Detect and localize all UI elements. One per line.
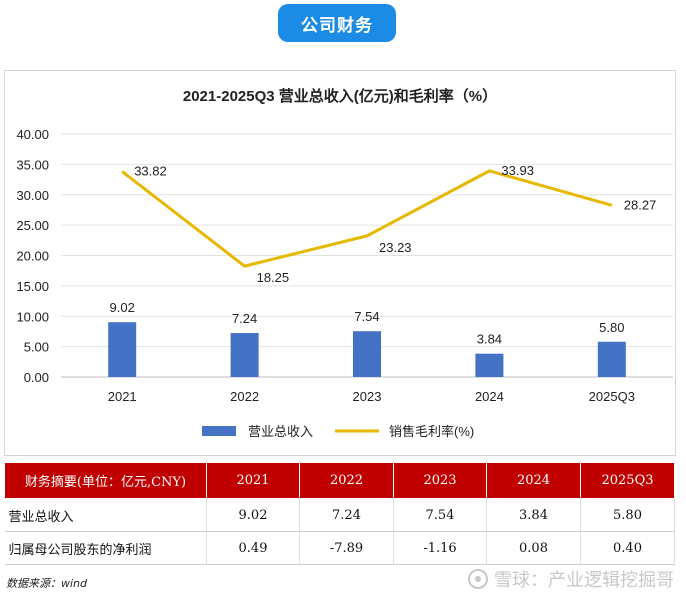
bar-data-label: 9.02 xyxy=(110,300,135,315)
table-header-cell: 2024 xyxy=(486,462,581,499)
x-tick-label: 2024 xyxy=(475,389,504,404)
legend-label: 销售毛利率(%) xyxy=(389,424,474,439)
financial-summary-table: 财务摘要(单位：亿元,CNY) 2021 2022 2023 2024 2025… xyxy=(4,462,675,565)
y-tick-label: 40.00 xyxy=(16,127,49,142)
legend-swatch-bar xyxy=(202,426,236,436)
bar xyxy=(108,322,137,377)
table-header-cell: 2022 xyxy=(299,462,394,499)
line-data-label: 18.25 xyxy=(257,270,290,285)
table-cell: -1.16 xyxy=(393,531,487,565)
bar-data-label: 5.80 xyxy=(599,320,624,335)
y-tick-label: 20.00 xyxy=(16,249,49,264)
row-label: 归属母公司股东的净利润 xyxy=(4,531,207,565)
table-cell: 0.49 xyxy=(206,531,300,565)
legend-label: 营业总收入 xyxy=(248,424,313,439)
table-cell: 5.80 xyxy=(580,498,675,532)
chart-title: 2021-2025Q3 营业总收入(亿元)和毛利率（%） xyxy=(183,87,497,105)
table-cell: 0.40 xyxy=(580,531,675,565)
bar xyxy=(230,333,259,377)
x-tick-label: 2021 xyxy=(108,389,137,404)
snowball-logo-icon xyxy=(468,569,488,589)
watermark: 雪球：产业逻辑挖掘哥 xyxy=(468,566,674,592)
line-data-label: 33.82 xyxy=(134,164,167,179)
y-tick-label: 15.00 xyxy=(16,279,49,294)
watermark-text: 雪球：产业逻辑挖掘哥 xyxy=(494,570,674,591)
table-header-cell: 财务摘要(单位：亿元,CNY) xyxy=(4,462,207,499)
data-source: 数据来源：wind xyxy=(6,577,88,590)
y-tick-label: 30.00 xyxy=(16,188,49,203)
table-row: 归属母公司股东的净利润 0.49 -7.89 -1.16 0.08 0.40 xyxy=(4,531,675,565)
line-series xyxy=(121,169,613,268)
table-cell: -7.89 xyxy=(299,531,394,565)
bar xyxy=(353,331,381,377)
line-data-label: 33.93 xyxy=(501,163,534,178)
table-cell: 9.02 xyxy=(206,498,300,532)
x-tick-label: 2023 xyxy=(353,389,382,404)
combo-chart: 2021-2025Q3 营业总收入(亿元)和毛利率（%） 0.00 5.00 10.… xyxy=(16,87,673,439)
table-cell: 0.08 xyxy=(486,531,581,565)
table-cell: 3.84 xyxy=(486,498,581,532)
table-cell: 7.54 xyxy=(393,498,487,532)
y-tick-label: 0.00 xyxy=(24,370,49,385)
bar-data-label: 7.54 xyxy=(354,309,379,324)
bar xyxy=(597,341,626,377)
x-tick-label: 2022 xyxy=(230,389,259,404)
x-tick-label: 2025Q3 xyxy=(589,389,635,404)
bar xyxy=(475,353,504,377)
row-label: 营业总收入 xyxy=(4,498,207,532)
section-badge: 公司财务 xyxy=(278,4,396,42)
line-data-label: 23.23 xyxy=(379,240,412,255)
y-tick-label: 25.00 xyxy=(16,218,49,233)
table-header-cell: 2025Q3 xyxy=(580,462,675,499)
bar-data-label: 7.24 xyxy=(232,311,257,326)
line-data-label: 28.27 xyxy=(624,197,657,212)
table-row: 营业总收入 9.02 7.24 7.54 3.84 5.80 xyxy=(4,498,675,532)
table-header-row: 财务摘要(单位：亿元,CNY) 2021 2022 2023 2024 2025… xyxy=(4,462,675,499)
table-header-cell: 2023 xyxy=(393,462,487,499)
table-cell: 7.24 xyxy=(299,498,394,532)
bar-data-label: 3.84 xyxy=(477,332,502,347)
table-header-cell: 2021 xyxy=(206,462,300,499)
y-tick-label: 35.00 xyxy=(16,157,49,172)
chart-container: 2021-2025Q3 营业总收入(亿元)和毛利率（%） 0.00 5.00 10.… xyxy=(4,70,676,456)
y-tick-label: 10.00 xyxy=(16,309,49,324)
y-tick-label: 5.00 xyxy=(24,340,49,355)
